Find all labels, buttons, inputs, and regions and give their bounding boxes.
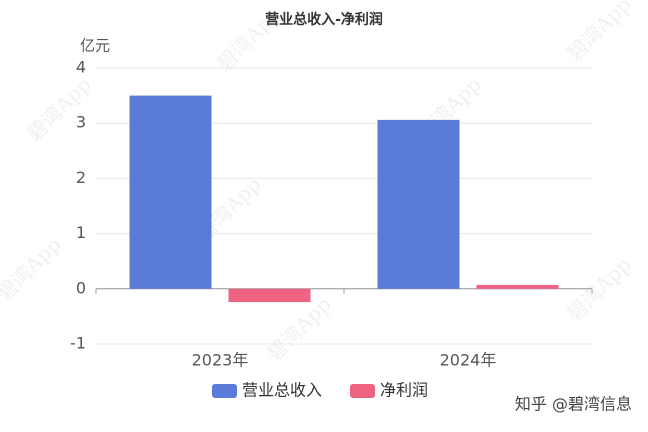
watermark: 碧湾App [0,232,66,306]
x-tick-label: 2024年 [440,351,497,370]
legend-label[interactable]: 净利润 [380,381,428,400]
y-tick-label: 0 [76,278,86,297]
legend-label[interactable]: 营业总收入 [242,381,322,400]
watermark: 碧湾App [212,2,286,76]
legend-swatch[interactable] [350,384,375,398]
legend-swatch[interactable] [212,384,237,398]
bar [228,288,311,303]
watermark: 碧湾App [22,72,96,146]
y-axis-label: 亿元 [80,37,110,55]
watermark: 碧湾App [262,292,336,366]
y-tick-label: 4 [76,58,86,77]
y-tick-label: 2 [76,168,86,187]
x-tick-label: 2023年 [192,351,249,370]
y-tick-label: -1 [70,334,86,353]
footer: 知乎 @碧湾信息 [515,395,632,414]
y-tick-label: 1 [76,223,86,242]
y-tick-label: 3 [76,113,86,132]
bar [476,284,559,289]
bar [377,119,460,289]
chart-title: 营业总收入-净利润 [265,11,383,28]
watermark: 碧湾App [562,0,636,66]
bar [129,95,212,289]
